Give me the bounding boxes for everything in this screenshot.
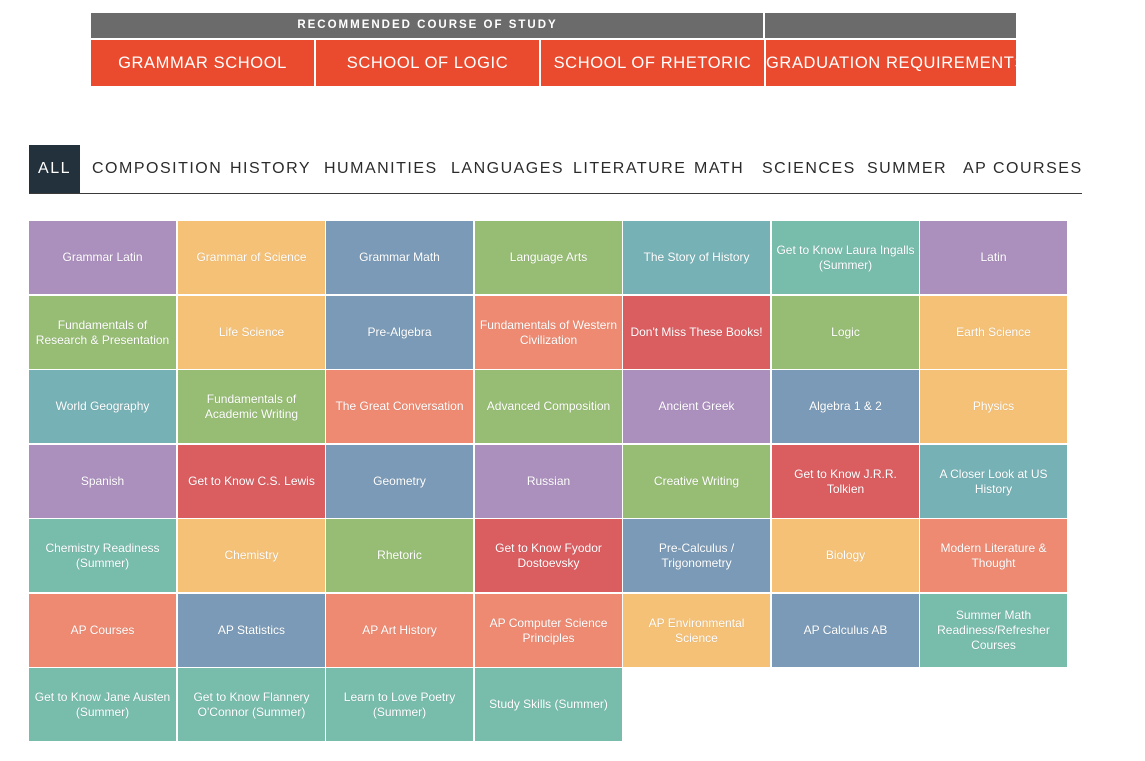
course-tile[interactable]: Chemistry Readiness (Summer): [29, 519, 176, 592]
course-tile[interactable]: Physics: [920, 370, 1067, 443]
tab-summer[interactable]: SUMMER: [867, 160, 948, 177]
course-tile[interactable]: Latin: [920, 221, 1067, 294]
course-tile[interactable]: Summer Math Readiness/Refresher Courses: [920, 594, 1067, 667]
course-tile[interactable]: Fundamentals of Academic Writing: [178, 370, 325, 443]
course-tile[interactable]: Study Skills (Summer): [475, 668, 622, 741]
course-tile[interactable]: Life Science: [178, 296, 325, 369]
tab-all[interactable]: ALL: [29, 145, 80, 193]
course-tile[interactable]: Grammar of Science: [178, 221, 325, 294]
tab-languages[interactable]: LANGUAGES: [451, 160, 565, 177]
course-tile[interactable]: Grammar Math: [326, 221, 473, 294]
course-tile[interactable]: Get to Know Laura Ingalls (Summer): [772, 221, 919, 294]
school-of-logic-button[interactable]: SCHOOL OF LOGIC: [316, 40, 539, 86]
course-tile[interactable]: AP Calculus AB: [772, 594, 919, 667]
graduation-requirements-button[interactable]: GRADUATION REQUIREMENTS: [766, 40, 1025, 86]
course-tile[interactable]: Get to Know Jane Austen (Summer): [29, 668, 176, 741]
course-tile[interactable]: AP Statistics: [178, 594, 325, 667]
grammar-school-button[interactable]: GRAMMAR SCHOOL: [91, 40, 314, 86]
tab-literature[interactable]: LITERATURE: [573, 160, 687, 177]
course-grid: Grammar Latin Grammar of Science Grammar M…: [29, 221, 1069, 743]
tab-ap-courses[interactable]: AP COURSES: [963, 160, 1083, 177]
course-tile[interactable]: Creative Writing: [623, 445, 770, 518]
course-tile[interactable]: AP Courses: [29, 594, 176, 667]
course-tile[interactable]: Fundamentals of Research & Presentation: [29, 296, 176, 369]
course-tile[interactable]: AP Art History: [326, 594, 473, 667]
course-tile[interactable]: Biology: [772, 519, 919, 592]
course-tile[interactable]: Modern Literature & Thought: [920, 519, 1067, 592]
course-tile[interactable]: Get to Know J.R.R. Tolkien: [772, 445, 919, 518]
tab-composition[interactable]: COMPOSITION: [92, 160, 223, 177]
course-tile[interactable]: Earth Science: [920, 296, 1067, 369]
course-tile[interactable]: Russian: [475, 445, 622, 518]
course-tile[interactable]: Logic: [772, 296, 919, 369]
tab-humanities[interactable]: HUMANITIES: [324, 160, 438, 177]
course-filter-tabs: ALL COMPOSITION HISTORY HUMANITIES LANGU…: [29, 145, 1082, 194]
course-tile[interactable]: The Story of History: [623, 221, 770, 294]
course-tile[interactable]: Get to Know C.S. Lewis: [178, 445, 325, 518]
course-tile[interactable]: Ancient Greek: [623, 370, 770, 443]
tab-math[interactable]: MATH: [694, 160, 745, 177]
course-tile[interactable]: Algebra 1 & 2: [772, 370, 919, 443]
course-tile[interactable]: AP Environmental Science: [623, 594, 770, 667]
course-tile[interactable]: Get to Know Fyodor Dostoevsky: [475, 519, 622, 592]
course-tile[interactable]: Don't Miss These Books!: [623, 296, 770, 369]
tab-sciences[interactable]: SCIENCES: [762, 160, 856, 177]
course-tile[interactable]: Geometry: [326, 445, 473, 518]
school-of-rhetoric-button[interactable]: SCHOOL OF RHETORIC: [541, 40, 764, 86]
course-tile[interactable]: Spanish: [29, 445, 176, 518]
course-of-study-header: RECOMMENDED COURSE OF STUDY GRAMMAR SCHO…: [91, 13, 1025, 86]
course-tile[interactable]: The Great Conversation: [326, 370, 473, 443]
course-tile[interactable]: Get to Know Flannery O'Connor (Summer): [178, 668, 325, 741]
course-of-study-title: RECOMMENDED COURSE OF STUDY: [297, 19, 558, 31]
course-tile[interactable]: Language Arts: [475, 221, 622, 294]
course-tile[interactable]: Fundamentals of Western Civilization: [475, 296, 622, 369]
course-tile[interactable]: Rhetoric: [326, 519, 473, 592]
course-tile[interactable]: World Geography: [29, 370, 176, 443]
course-tile[interactable]: Learn to Love Poetry (Summer): [326, 668, 473, 741]
course-of-study-bar: RECOMMENDED COURSE OF STUDY: [91, 13, 1016, 38]
course-tile[interactable]: AP Computer Science Principles: [475, 594, 622, 667]
course-tile[interactable]: Advanced Composition: [475, 370, 622, 443]
course-tile[interactable]: Pre-Algebra: [326, 296, 473, 369]
header-divider: [763, 13, 765, 38]
course-tile[interactable]: Pre-Calculus / Trigonometry: [623, 519, 770, 592]
tab-history[interactable]: HISTORY: [230, 160, 312, 177]
course-tile[interactable]: A Closer Look at US History: [920, 445, 1067, 518]
course-tile[interactable]: Grammar Latin: [29, 221, 176, 294]
course-tile[interactable]: Chemistry: [178, 519, 325, 592]
